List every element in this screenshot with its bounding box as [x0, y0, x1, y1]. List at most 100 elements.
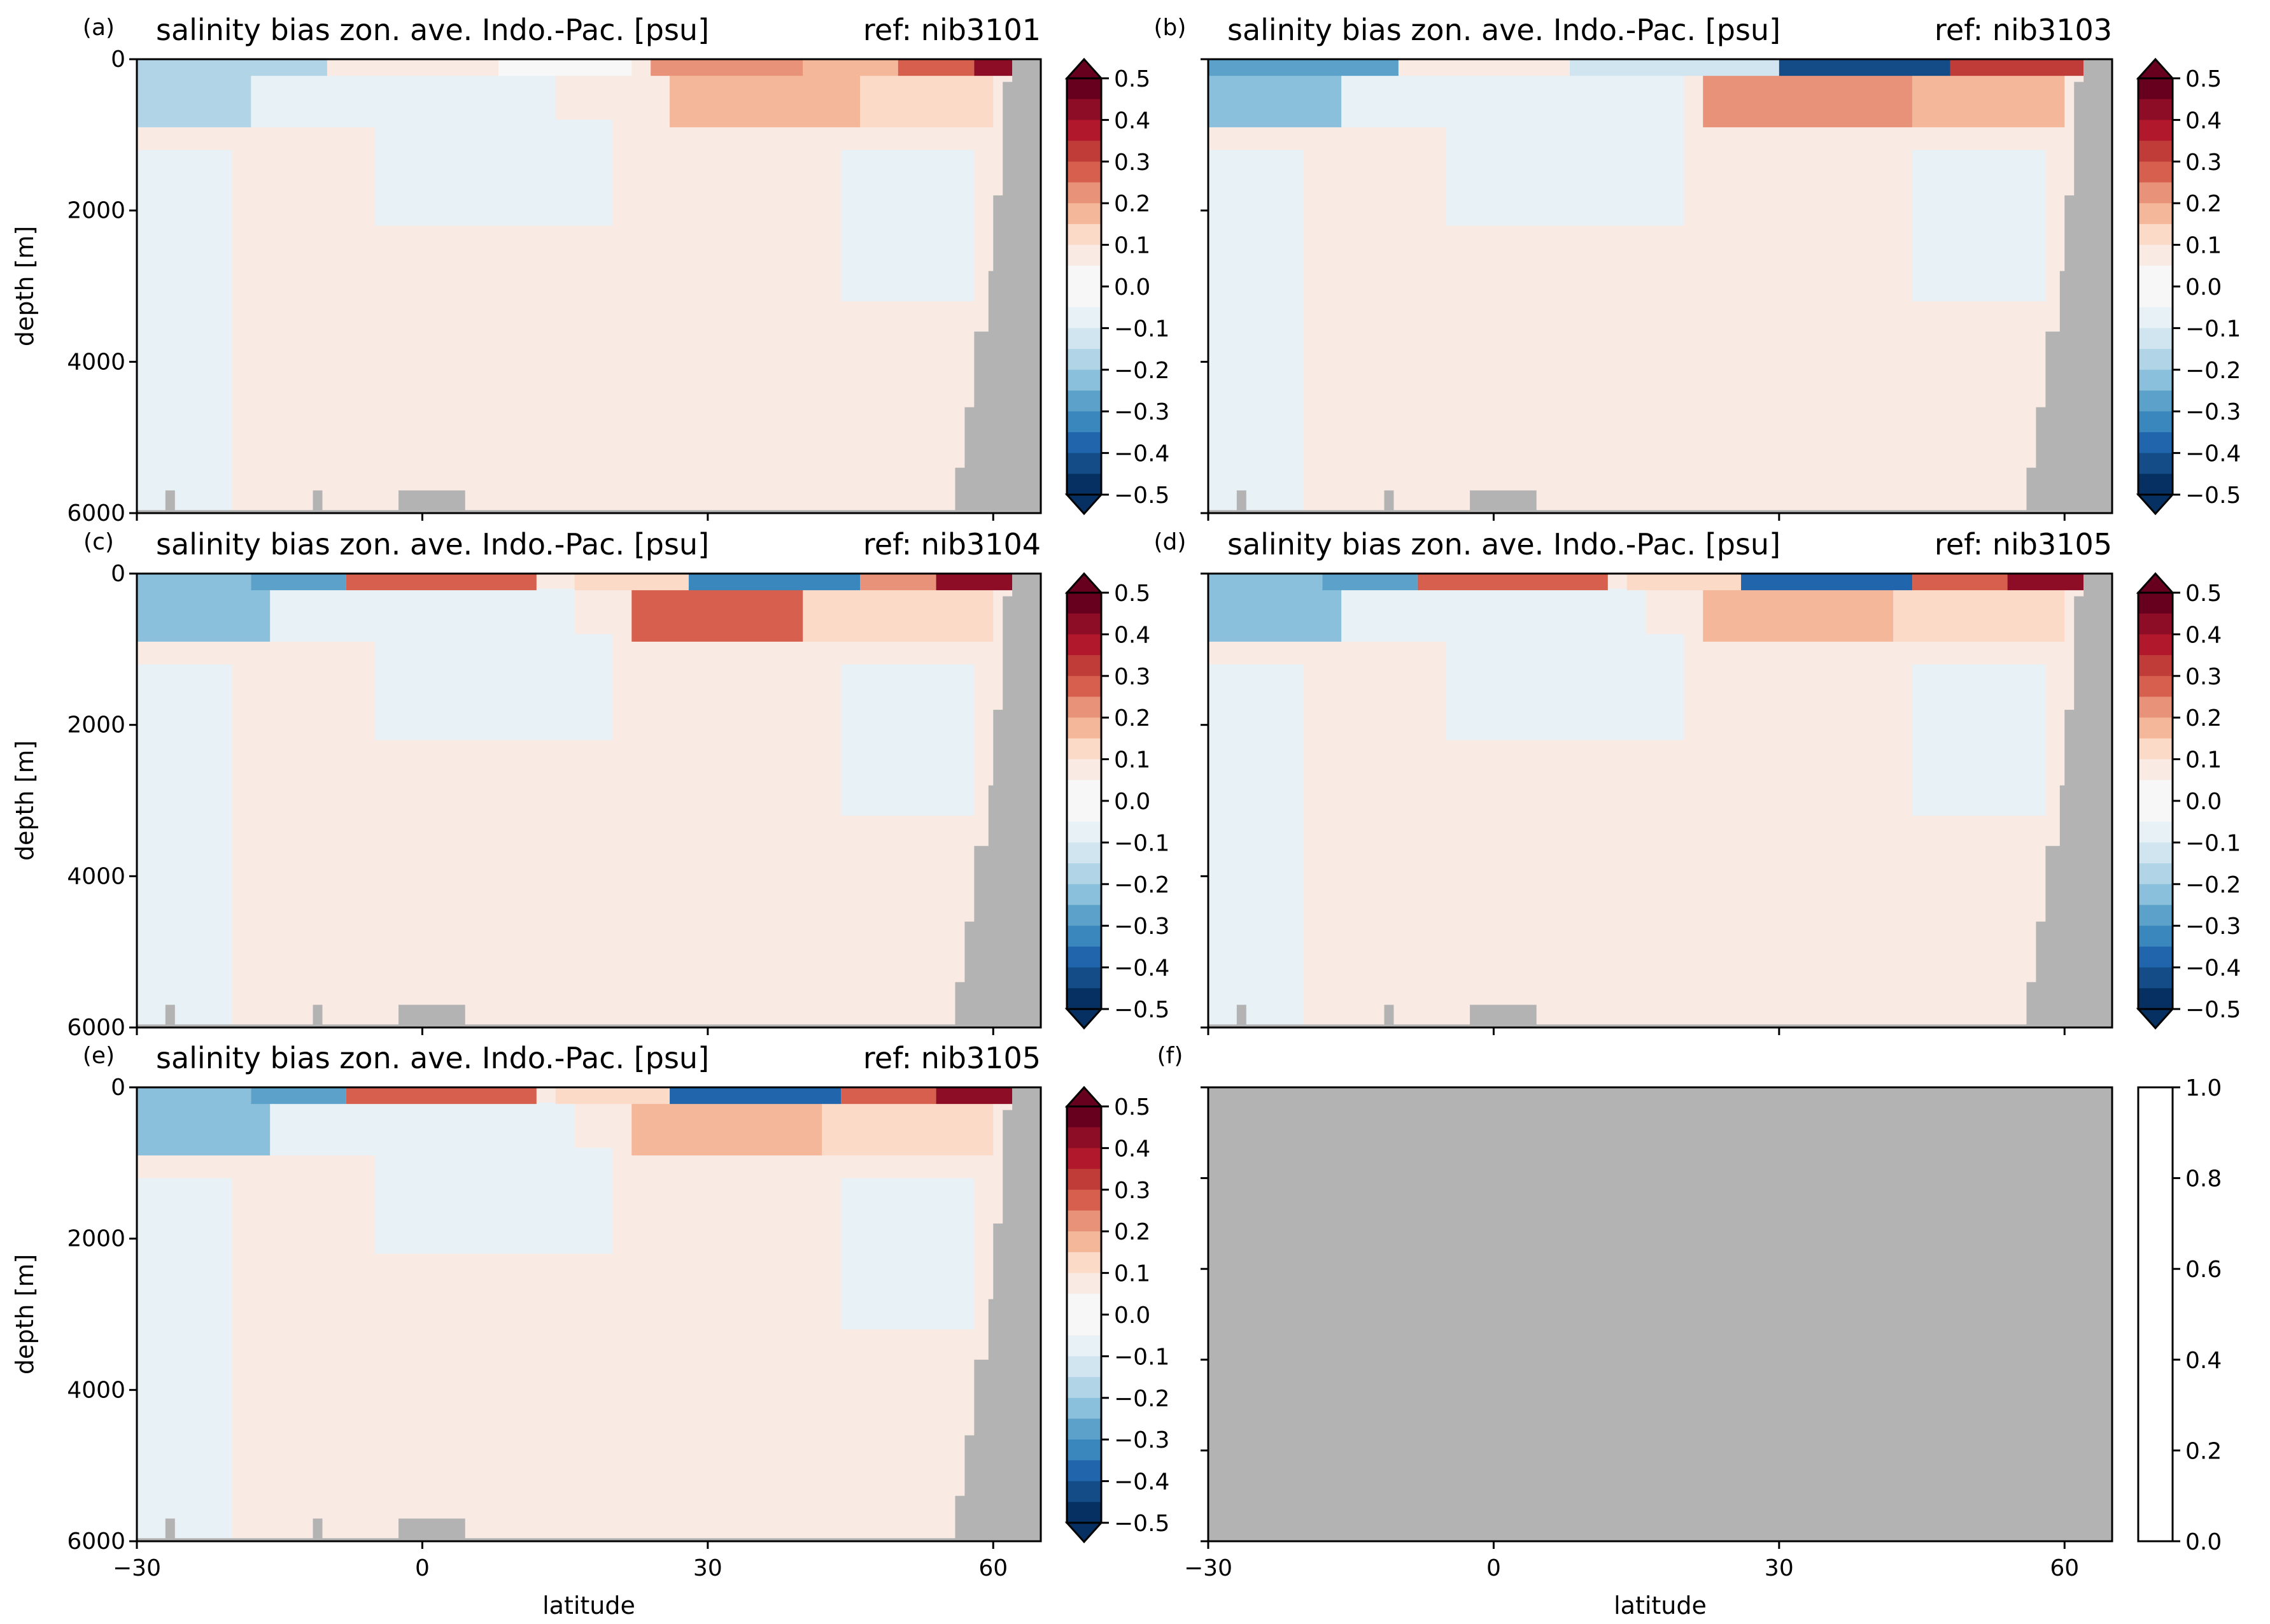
colorbar-segment: [1067, 675, 1101, 698]
colorbar-tick-label: 0.1: [2185, 233, 2222, 259]
colorbar-segment: [1067, 328, 1101, 350]
colorbar-segment: [2138, 884, 2173, 906]
colorbar-segment: [2138, 946, 2173, 968]
colorbar-segment: [1067, 1294, 1101, 1315]
surface-band-0: [137, 59, 327, 76]
panel-title: salinity bias zon. ave. Indo.-Pac. [psu]: [1227, 527, 1780, 561]
colorbar-segment: [1067, 265, 1101, 287]
colorbar-tick-label: 0.2: [2185, 191, 2222, 217]
surface-band-3: [1779, 59, 1950, 76]
colorbar-tick-label: 0.3: [2185, 664, 2222, 690]
colorbar-segment: [2138, 801, 2173, 823]
colorbar-segment: [1067, 967, 1101, 989]
colorbar-tick-label: 1.0: [2185, 1075, 2222, 1101]
colorbar-segment: [1067, 946, 1101, 968]
panel-ref: ref: nib3105: [863, 1041, 1041, 1075]
colorbar-segment: [1067, 1210, 1101, 1232]
colorbar-segment: [2138, 988, 2173, 1010]
x-tick-label: 0: [1486, 1555, 1501, 1581]
y-axis-label: depth [m]: [11, 226, 39, 346]
mid-depth-band-2: [1703, 588, 1894, 642]
y-axis-label: depth [m]: [11, 740, 39, 861]
seamount-3: [398, 1005, 465, 1027]
colorbar-extend-min: [1064, 1522, 1104, 1544]
colorbar-c: 0.5 0.4 0.3 0.2 0.1 0.0 −0.1 −0.2 −0.3 −0.4 −0.5: [1064, 572, 1169, 1030]
surface-band-4: [803, 59, 898, 76]
colorbar-segment: [1067, 842, 1101, 864]
colorbar-segment: [2138, 328, 2173, 350]
surface-band-3: [574, 574, 689, 591]
colorbar-tick-label: −0.4: [1114, 441, 1169, 467]
axes-frame: [136, 58, 1042, 514]
y-tick-label: 6000: [67, 500, 125, 526]
surface-band-1: [1322, 574, 1418, 591]
colorbar-tick-label: 0.1: [2185, 747, 2222, 773]
southern-deep-negative-bias: [1208, 150, 1304, 514]
seamount-2: [313, 1005, 323, 1027]
seamount-1: [1236, 1005, 1246, 1027]
x-tick-label: 30: [1765, 1555, 1794, 1581]
axes-frame: [136, 572, 1042, 1029]
colorbar-tick-label: −0.3: [2185, 914, 2241, 940]
colorbar-extend-max: [2136, 572, 2175, 594]
colorbar-tick-label: 0.2: [2185, 1438, 2222, 1464]
colorbar-segment: [1067, 988, 1101, 1010]
colorbar-segment: [1067, 759, 1101, 780]
southern-deep-negative-bias: [137, 1178, 232, 1541]
y-tick-label: 2000: [67, 712, 125, 738]
colorbar-segment: [1067, 655, 1101, 677]
colorbar-segment: [1067, 1481, 1101, 1502]
surface-band-2: [1417, 574, 1608, 591]
seafloor: [137, 510, 1041, 513]
colorbar-extend-min: [2136, 493, 2175, 516]
colorbar-tick-label: −0.2: [1114, 358, 1169, 384]
colorbar-tick-label: 0.0: [2185, 789, 2222, 815]
seafloor: [1208, 510, 2112, 513]
x-tick-label: −30: [1184, 1555, 1232, 1581]
tropical-intermediate-bias: [1446, 634, 1684, 740]
colorbar-segment: [2138, 286, 2173, 308]
mid-depth-band-1: [270, 1102, 575, 1155]
colorbar-tick-label: 0.2: [2185, 705, 2222, 731]
colorbar-extend-min: [1064, 1008, 1104, 1030]
colorbar-segment: [2138, 453, 2173, 474]
x-tick-label: −30: [113, 1555, 161, 1581]
colorbar-e: 0.5 0.4 0.3 0.2 0.1 0.0 −0.1 −0.2 −0.3 −0.4 −0.5: [1064, 1085, 1169, 1544]
colorbar-segment: [1067, 1169, 1101, 1190]
mid-depth-band-0: [1208, 74, 1342, 127]
colorbar-segment: [2138, 717, 2173, 739]
surface-band-1: [327, 59, 498, 76]
colorbar-segment: [1067, 717, 1101, 739]
colorbar-segment: [1067, 203, 1101, 225]
surface-band-6: [974, 59, 1013, 76]
tropical-intermediate-bias: [1446, 120, 1684, 226]
colorbar-tick-label: −0.2: [2185, 358, 2241, 384]
colorbar-segment: [2138, 780, 2173, 801]
mid-depth-band-1: [1341, 588, 1646, 642]
colorbar-segment: [2138, 863, 2173, 885]
colorbar-segment: [2138, 120, 2173, 141]
colorbar-segment: [1067, 1418, 1101, 1440]
colorbar-segment: [1067, 223, 1101, 246]
y-tick-label: 0: [111, 46, 125, 73]
land-mask-6: [2026, 467, 2112, 513]
mid-depth-band-3: [803, 588, 994, 642]
colorbar-tick-label: 0.5: [1114, 581, 1150, 607]
colorbar-segment: [1067, 307, 1101, 328]
colorbar-tick-label: 0.4: [2185, 622, 2222, 648]
panel-label: (d): [1154, 529, 1187, 555]
north-intermediate-bias: [841, 1178, 975, 1330]
colorbar-segment: [1067, 1148, 1101, 1169]
colorbar-segment: [1067, 244, 1101, 266]
colorbar-tick-label: 0.0: [1114, 789, 1150, 815]
colorbar-segment: [1067, 390, 1101, 412]
colorbar-segment: [1067, 286, 1101, 308]
surface-band-2: [346, 1087, 537, 1105]
surface-band-3: [1626, 574, 1742, 591]
seamount-3: [398, 490, 465, 513]
colorbar-tick-label: −0.1: [1114, 1344, 1169, 1370]
panel-label: (a): [83, 15, 115, 41]
y-axis-label: depth [m]: [11, 1254, 39, 1374]
colorbar-tick-label: 0.3: [1114, 150, 1150, 176]
colorbar-segment: [2138, 182, 2173, 204]
